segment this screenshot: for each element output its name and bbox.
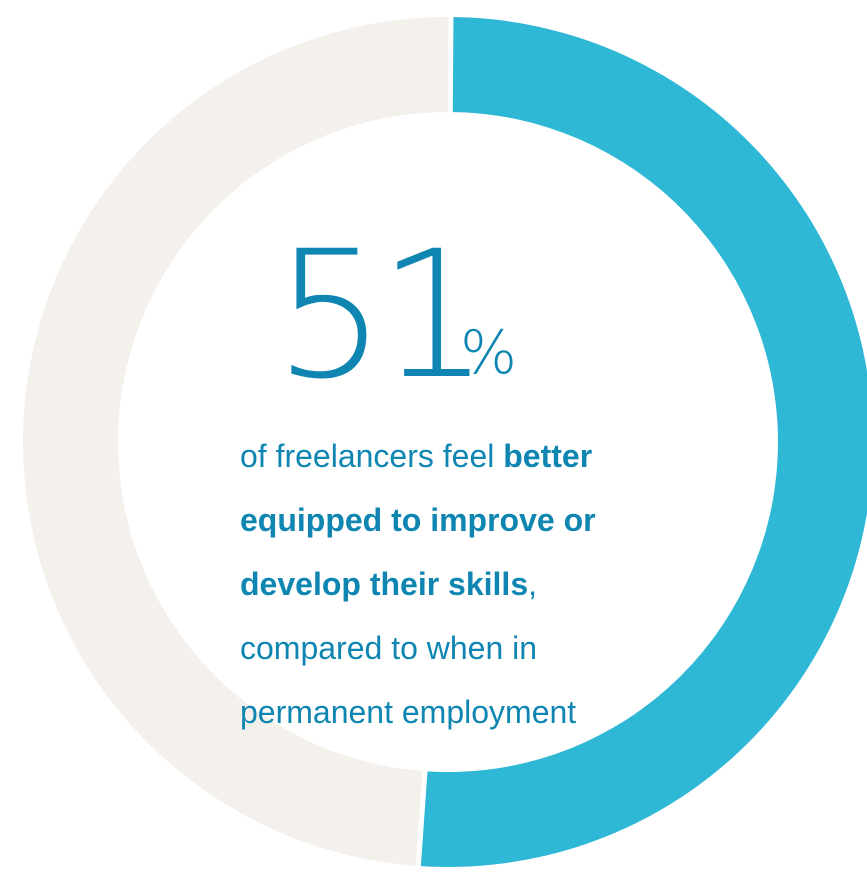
description-lead: of freelancers feel xyxy=(240,438,504,474)
description-line-1: of freelancers feel better xyxy=(240,440,700,472)
description-comma: , xyxy=(528,566,537,602)
donut-separator-1 xyxy=(447,14,454,115)
description-emphasis-3: develop their skills xyxy=(240,566,529,602)
headline-stat: 51 % xyxy=(240,228,700,408)
donut-slice-remainder xyxy=(23,17,451,866)
stat-unit: % xyxy=(460,318,518,388)
description-emphasis-2: equipped to improve or xyxy=(240,502,596,538)
donut-separator-2 xyxy=(415,769,428,869)
donut-slice-highlight xyxy=(418,17,867,867)
description-line-3: develop their skills, xyxy=(240,568,700,600)
description-emphasis-1: better xyxy=(503,438,593,474)
description-line-5: permanent employment xyxy=(240,694,577,730)
description-line-4: compared to when in xyxy=(240,630,538,666)
stat-value: 51 xyxy=(274,213,490,418)
center-text: 51 % of freelancers feel better equipped… xyxy=(240,228,700,760)
stat-description: of freelancers feel better equipped to i… xyxy=(240,408,700,760)
